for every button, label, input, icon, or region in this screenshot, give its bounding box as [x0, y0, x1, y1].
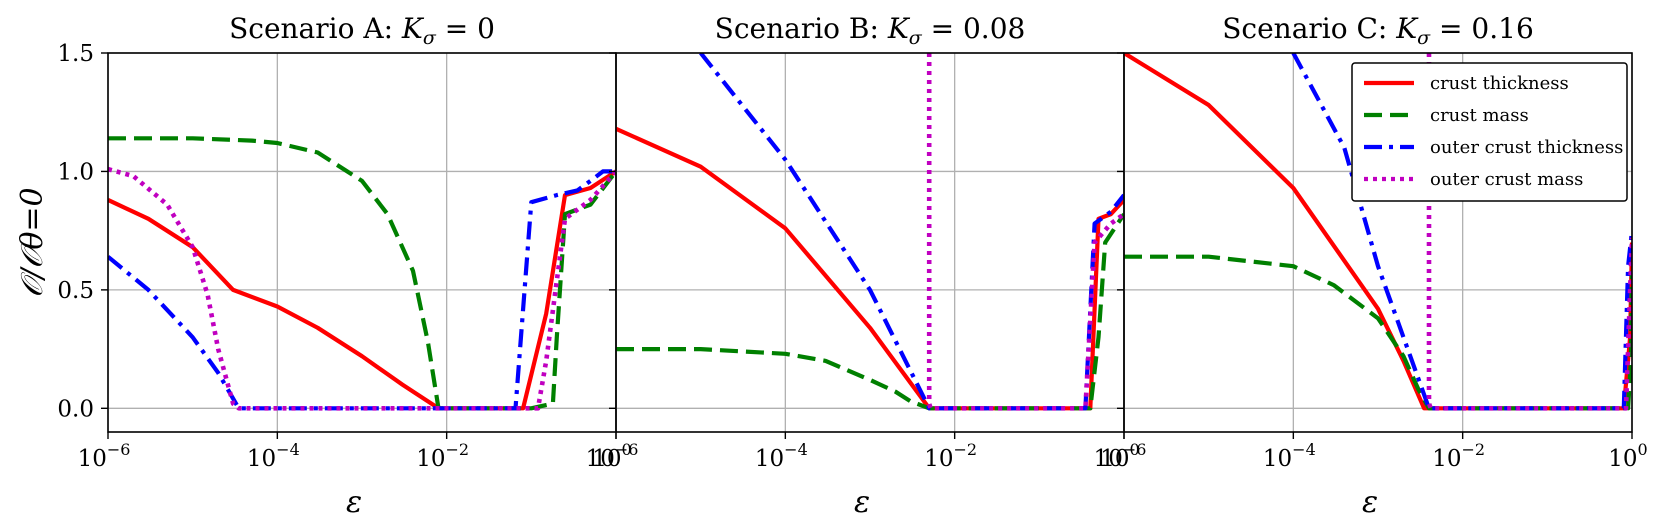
series-line-crust-thickness	[108, 169, 616, 411]
y-axis-label-text: 𝒪/𝒪θ=0	[15, 187, 50, 297]
series-line-crust-mass	[108, 136, 616, 411]
panel-2: 10−6 10−4 10−2 100 Scenario B: Kσ = 0.08 ε	[586, 12, 1140, 520]
x-tick-label: 10−4	[247, 440, 300, 472]
x-axis-label: ε	[346, 485, 362, 520]
legend-label: outer crust mass	[1430, 169, 1583, 190]
x-tick-label: 100	[592, 440, 631, 472]
x-tick-label: 10−4	[755, 440, 808, 472]
panels: 10−6 10−4 10−2 100 0.0 0.5 1.0 1.5 Scenario A: K…	[57, 12, 1647, 520]
panel-title: Scenario C: Kσ = 0.16	[1222, 12, 1534, 49]
x-tick-label: 10−2	[1432, 440, 1485, 472]
panel-1: 10−6 10−4 10−2 100 0.0 0.5 1.0 1.5 Scenario A: K…	[57, 12, 631, 520]
series-line-crust-mass	[616, 212, 1124, 411]
x-axis-label: ε	[854, 485, 870, 520]
axes-frame	[1123, 52, 1633, 433]
panel-title: Scenario A: Kσ = 0	[229, 12, 495, 49]
axes-frame	[615, 52, 1125, 433]
y-tick-label: 0.0	[57, 396, 94, 422]
x-tick-label: 10−4	[1263, 440, 1316, 472]
series-group	[108, 136, 616, 411]
legend-entry-crust-thickness: crust thickness	[1364, 73, 1569, 94]
x-tick-label: 10−6	[1094, 440, 1147, 472]
y-axis-label: 𝒪/𝒪θ=0	[15, 187, 50, 297]
legend-label: crust mass	[1430, 105, 1529, 126]
series-line-outer-crust-thickness	[699, 53, 1124, 411]
legend-entry-outer-crust-mass: outer crust mass	[1364, 169, 1583, 190]
legend-label: outer crust thickness	[1430, 137, 1623, 158]
series-line-crust-thickness	[616, 126, 1124, 411]
panel-title: Scenario B: Kσ = 0.08	[715, 12, 1026, 49]
x-tick-label: 100	[1100, 440, 1139, 472]
x-axis-label: ε	[1362, 485, 1378, 520]
y-tick-label: 0.5	[57, 278, 94, 304]
series-line-outer-crust-mass	[1426, 53, 1632, 411]
series-line-outer-crust-mass	[108, 166, 616, 411]
legend-label: crust thickness	[1430, 73, 1569, 94]
series-line-outer-crust-mass	[926, 53, 1124, 411]
legend-entry-outer-crust-thickness: outer crust thickness	[1364, 137, 1623, 158]
x-tick-label: 10−2	[416, 440, 469, 472]
legend-entry-crust-mass: crust mass	[1364, 105, 1529, 126]
x-tick-label: 10−6	[78, 440, 131, 472]
series-group	[616, 53, 1124, 411]
x-tick-label: 10−2	[924, 440, 977, 472]
legend: crust thickness crust mass outer crust thi…	[1351, 62, 1628, 202]
x-tick-label: 10−6	[586, 440, 639, 472]
series-line-crust-mass	[1124, 254, 1632, 411]
x-tick-label: 100	[1608, 440, 1647, 472]
y-tick-label: 1.0	[57, 159, 94, 185]
y-tick-label: 1.5	[57, 41, 94, 67]
legend-box	[1351, 62, 1628, 202]
